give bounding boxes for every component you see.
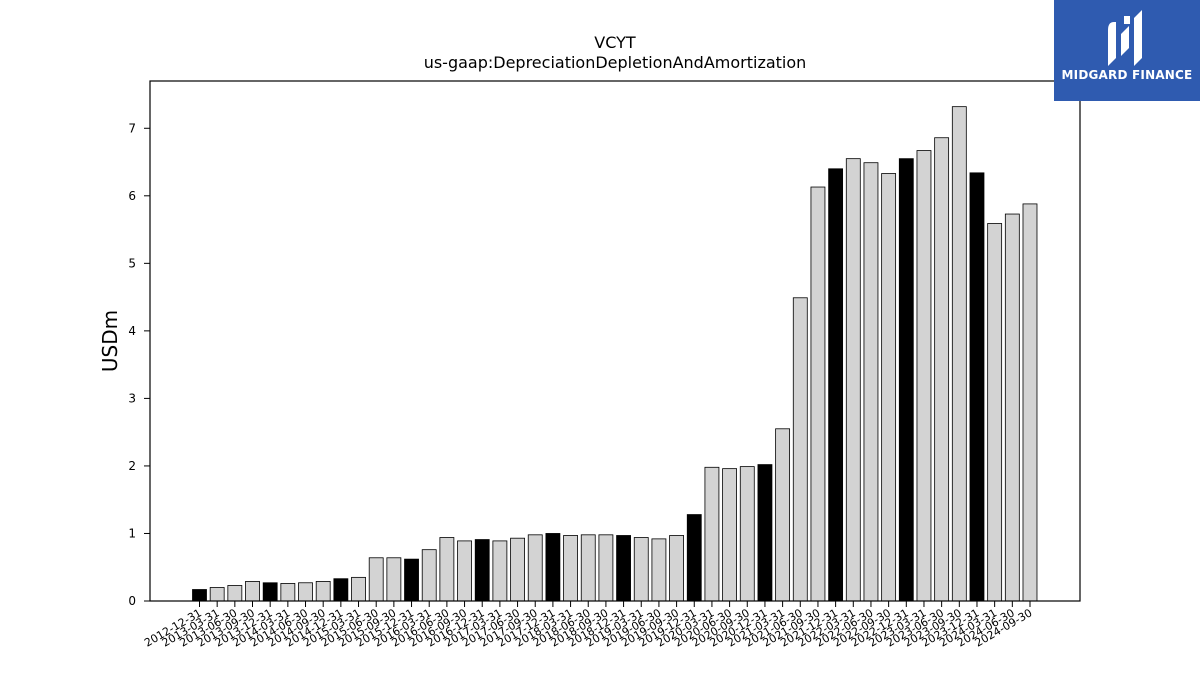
bar-2020-03-31: [704, 466, 720, 602]
bar-2019-03-31: [633, 537, 649, 602]
bar-2021-12-31: [828, 168, 844, 602]
bar-2013-09-30: [245, 581, 260, 602]
bar-2012-12-31: [192, 589, 207, 602]
bars-group: [192, 106, 1038, 602]
bar-2019-09-30: [669, 535, 684, 602]
bar-2017-12-31: [545, 533, 561, 602]
y-tick-label: 3: [128, 391, 136, 405]
bar-2022-09-30: [881, 173, 897, 602]
bar-2021-06-30: [792, 297, 808, 602]
chart-subtitle: us-gaap:DepreciationDepletionAndAmortiza…: [424, 53, 807, 72]
bar-2024-09-30: [1022, 203, 1038, 602]
bar-2018-06-30: [580, 534, 596, 602]
bar-2023-06-30: [934, 137, 950, 602]
bar-2016-03-31: [421, 549, 437, 602]
bar-2018-03-31: [563, 535, 578, 602]
bar-2019-12-31: [686, 514, 702, 602]
bar-2015-12-31: [404, 558, 419, 602]
y-tick-label: 6: [128, 189, 136, 203]
bar-2024-06-30: [1004, 213, 1020, 602]
bar-2017-09-30: [527, 534, 543, 602]
bar-2017-03-31: [492, 540, 508, 602]
y-ticks-group: 0 1 2 3 4 5 6 7: [128, 121, 150, 608]
bar-2023-12-31: [969, 172, 985, 602]
y-tick-label: 5: [128, 256, 136, 270]
bar-2021-09-30: [810, 186, 826, 602]
bar-2020-09-30: [739, 466, 755, 602]
bar-2015-09-30: [386, 557, 402, 602]
bar-2022-12-31: [898, 158, 914, 602]
bar-2013-03-31: [209, 587, 225, 602]
bar-2015-06-30: [368, 557, 384, 602]
brand-logo: MIDGARD FINANCE: [1054, 0, 1200, 101]
bar-2018-12-31: [616, 535, 631, 602]
bar-2016-12-31: [474, 539, 490, 602]
bar-2020-06-30: [722, 468, 737, 602]
y-axis-label: USDm: [98, 310, 122, 372]
bar-2016-09-30: [457, 540, 472, 602]
bar-2014-03-31: [280, 583, 296, 602]
bar-2017-06-30: [510, 537, 525, 602]
bar-2014-12-31: [333, 578, 349, 602]
y-tick-label: 4: [128, 324, 136, 338]
y-tick-label: 1: [128, 526, 136, 540]
bar-2023-09-30: [951, 106, 967, 602]
bar-2016-06-30: [439, 537, 455, 602]
y-tick-label: 0: [128, 594, 136, 608]
bar-2018-09-30: [598, 534, 614, 602]
y-tick-label: 7: [128, 121, 136, 135]
brand-name: MIDGARD FINANCE: [1061, 68, 1193, 82]
bar-2022-06-30: [863, 162, 879, 602]
bar-2013-06-30: [227, 585, 243, 602]
bar-2013-12-31: [262, 582, 278, 602]
chart-title: VCYT: [594, 33, 636, 52]
bar-2015-03-31: [351, 576, 366, 602]
bar-2022-03-31: [845, 158, 861, 602]
bar-2023-03-31: [916, 150, 932, 602]
bar-2021-03-31: [775, 428, 791, 602]
bar-2014-09-30: [315, 581, 331, 602]
bar-2014-06-30: [298, 582, 313, 602]
plot-frame: [149, 80, 1081, 602]
bar-2024-03-31: [987, 223, 1003, 602]
midgard-logo-icon: [1108, 10, 1142, 66]
bar-2020-12-31: [757, 464, 773, 602]
x-ticks-group: 2012-12-312013-03-312013-06-302013-09-30…: [142, 601, 1034, 650]
y-tick-label: 2: [128, 459, 136, 473]
bar-2019-06-30: [651, 538, 667, 602]
